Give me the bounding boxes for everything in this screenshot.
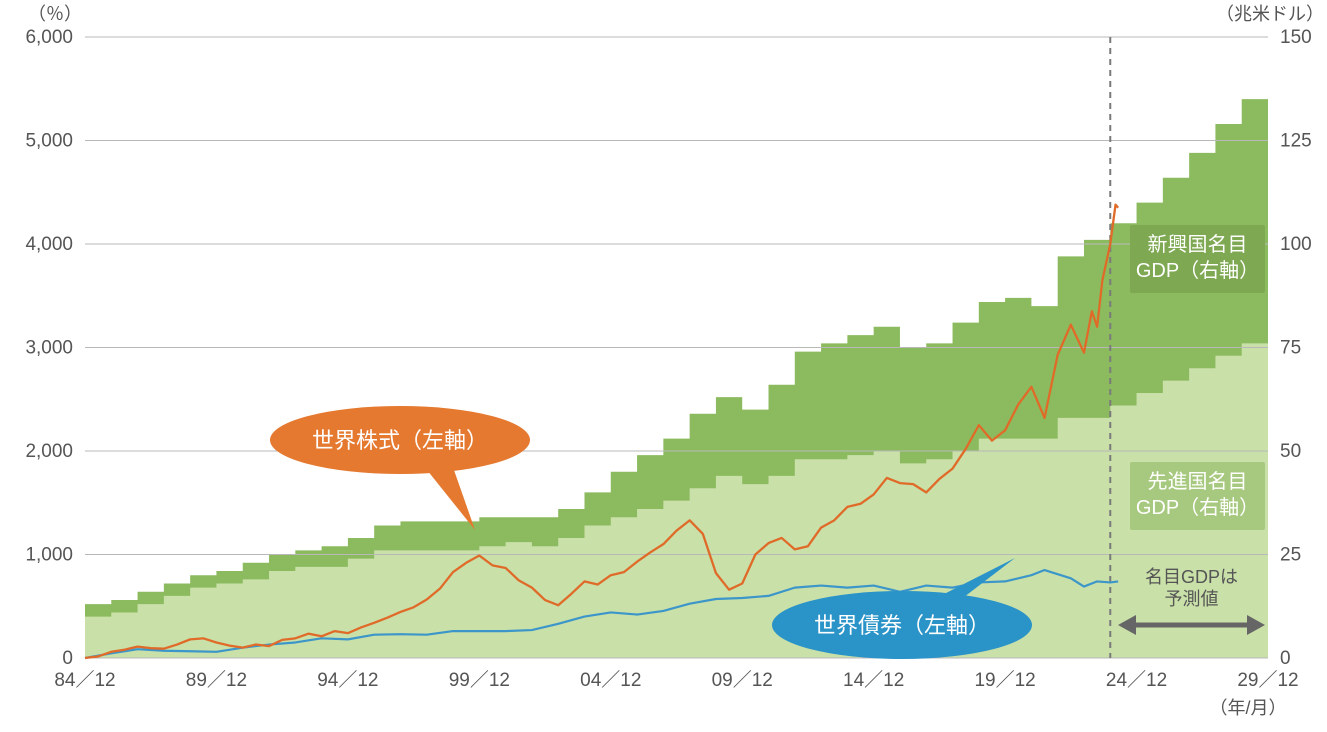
- forecast-note: 名目GDPは: [1145, 567, 1238, 587]
- left-tick-label: 6,000: [25, 27, 73, 48]
- left-tick-label: 2,000: [25, 441, 73, 462]
- x-tick-label: 14／12: [843, 669, 904, 691]
- right-tick-label: 75: [1280, 338, 1301, 359]
- x-tick-label: 99／12: [449, 669, 510, 691]
- x-axis-unit: （年/月）: [1209, 698, 1286, 718]
- x-tick-label: 04／12: [580, 669, 641, 691]
- chart-svg: 0 1,000 2,000 3,000 4,000 5,000 6,000 （％） 0 25 50 7…: [0, 0, 1327, 732]
- label-advanced-gdp-text: GDP（右軸）: [1136, 496, 1259, 519]
- forecast-note: 予測値: [1165, 589, 1219, 609]
- x-tick-label: 19／12: [974, 669, 1035, 691]
- label-emerging-gdp-text: GDP（右軸）: [1136, 259, 1259, 282]
- left-tick-label: 3,000: [25, 338, 73, 359]
- right-tick-label: 25: [1280, 545, 1301, 566]
- right-axis-unit: （兆米ドル）: [1216, 4, 1324, 24]
- callout-world-bond-text: 世界債券（左軸）: [814, 613, 990, 638]
- x-tick-label: 84／12: [54, 669, 115, 691]
- right-tick-label: 125: [1280, 131, 1312, 152]
- x-tick-label: 09／12: [712, 669, 773, 691]
- callout-world-equity-text: 世界株式（左軸）: [312, 428, 488, 453]
- chart-container: 0 1,000 2,000 3,000 4,000 5,000 6,000 （％） 0 25 50 7…: [0, 0, 1327, 732]
- x-tick-label: 24／12: [1106, 669, 1167, 691]
- right-tick-label: 0: [1280, 648, 1291, 669]
- left-tick-label: 0: [62, 648, 73, 669]
- right-tick-label: 100: [1280, 234, 1312, 255]
- left-axis-unit: （％）: [28, 4, 82, 24]
- label-emerging-gdp-text: 新興国名目: [1148, 233, 1248, 256]
- left-tick-label: 5,000: [25, 131, 73, 152]
- left-tick-label: 1,000: [25, 545, 73, 566]
- right-tick-label: 50: [1280, 441, 1301, 462]
- x-tick-label: 94／12: [317, 669, 378, 691]
- label-advanced-gdp-text: 先進国名目: [1148, 470, 1248, 493]
- x-tick-label: 29／12: [1237, 669, 1298, 691]
- x-tick-label: 89／12: [186, 669, 247, 691]
- left-tick-label: 4,000: [25, 234, 73, 255]
- right-tick-label: 150: [1280, 27, 1312, 48]
